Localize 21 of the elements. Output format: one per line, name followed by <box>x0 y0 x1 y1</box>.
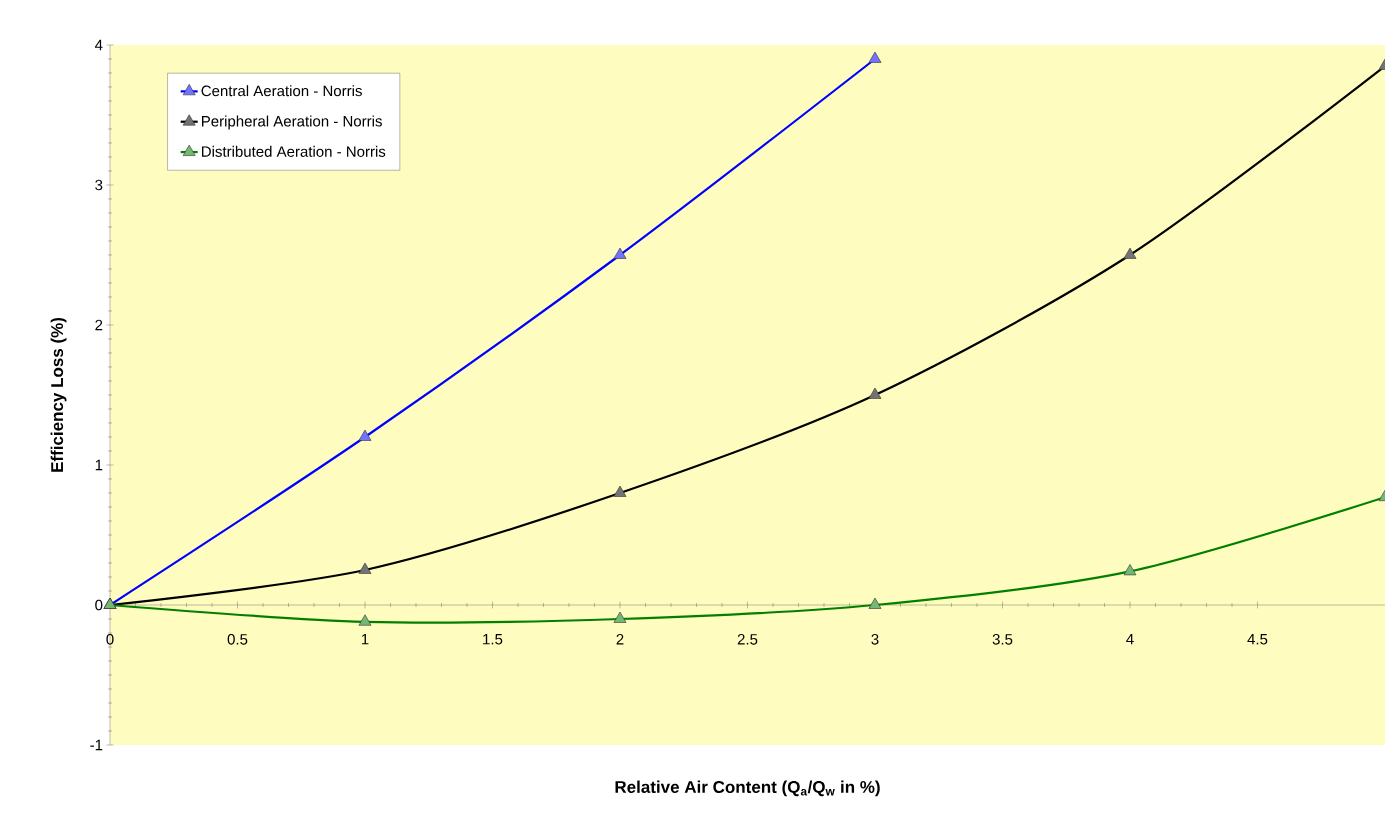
y-tick-label: -1 <box>90 739 103 751</box>
legend-label: Distributed Aeration - Norris <box>202 145 386 157</box>
legend-label: Peripheral Aeration - Norris <box>202 115 382 130</box>
x-tick-label: 3.5 <box>992 634 1013 645</box>
y-tick-label: 1 <box>95 459 103 471</box>
y-tick-label: 0 <box>95 599 103 611</box>
y-tick-label: 4 <box>94 39 103 51</box>
x-tick-label: 4.5 <box>1247 634 1268 645</box>
x-tick-label: 2 <box>616 634 624 645</box>
y-axis-title: Efficiency Loss (%) <box>50 317 67 472</box>
x-tick-label: 4 <box>1126 634 1134 645</box>
x-tick-label: 2.5 <box>737 634 758 645</box>
x-tick-label: 0 <box>106 634 114 645</box>
x-tick-label: 0.5 <box>227 634 248 645</box>
x-tick-label: 1 <box>361 634 369 645</box>
x-axis-title: Relative Air Content (Q$_{a}$/Q$_{w}$ in %) <box>615 780 880 797</box>
y-tick-label: 3 <box>95 179 103 191</box>
legend-label: Central Aeration - Norris <box>201 85 362 97</box>
x-tick-label: 1.5 <box>483 634 503 645</box>
y-tick-label: 2 <box>95 319 103 331</box>
x-tick-label: 3 <box>871 634 879 645</box>
